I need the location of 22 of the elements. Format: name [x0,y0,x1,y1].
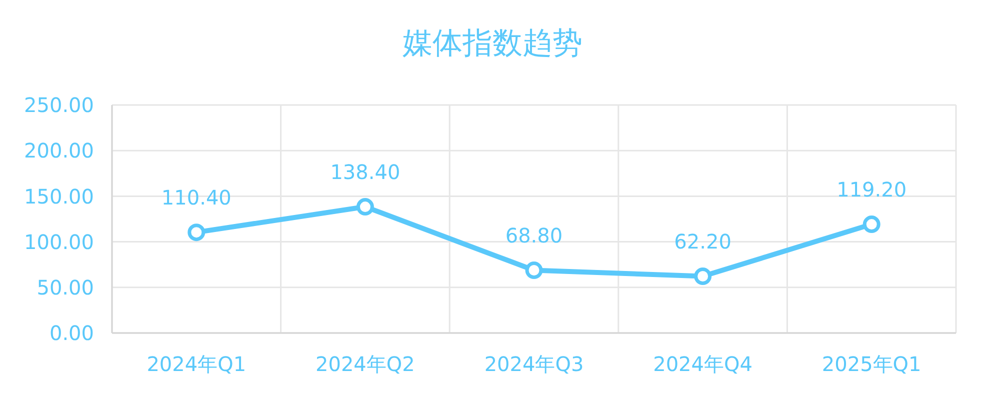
chart-title: 媒体指数趋势 [402,25,584,63]
x-tick-label: 2024年Q2 [316,352,415,376]
y-tick-label: 100.00 [24,230,94,254]
x-tick-label: 2024年Q3 [484,352,584,376]
data-label: 62.20 [674,229,732,254]
y-tick-label: 0.00 [49,321,94,346]
point [525,262,543,280]
point [862,216,880,234]
y-tick-label: 150.00 [24,184,94,208]
x-tick-label: 2025年Q1 [822,352,922,376]
x-tick-label: 2024年Q1 [146,352,246,376]
point [356,198,374,216]
y-tick-label: 50.00 [36,276,94,300]
data-label: 68.80 [505,223,563,248]
y-tick-label: 250.00 [24,93,94,118]
data-label: 119.20 [836,177,907,202]
y-tick-label: 200.00 [24,138,94,163]
data-label: 138.40 [330,160,400,184]
point [188,224,206,242]
x-tick-label: 2024年Q4 [653,352,752,376]
point [694,268,712,286]
data-label: 110.40 [161,185,232,210]
